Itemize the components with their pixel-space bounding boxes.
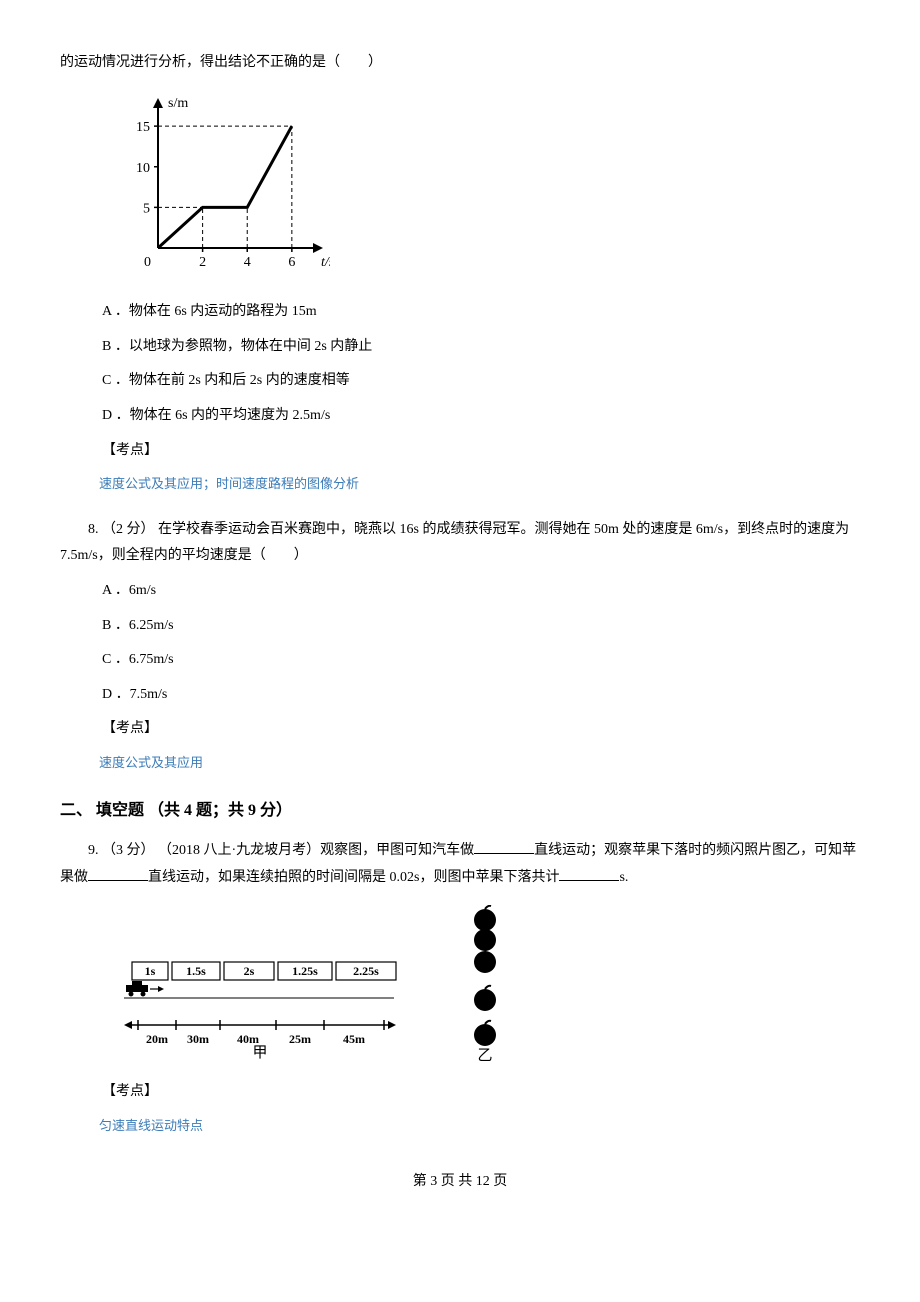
svg-text:20m: 20m (146, 1032, 168, 1046)
q9-stem-part-0: 9. （3 分） （2018 八上·九龙坡月考）观察图，甲图可知汽车做 (88, 843, 474, 858)
q9-stem-part-3: s. (619, 870, 628, 885)
svg-text:t/s: t/s (321, 255, 330, 270)
q8-option-c: C ．6.75m/s (102, 647, 860, 674)
q7-kaodian: 速度公式及其应用；时间速度路程的图像分析 (99, 472, 860, 497)
q8-option-d: D ．7.5m/s (102, 682, 860, 709)
svg-text:0: 0 (144, 255, 151, 270)
q8-option-a: A ．6m/s (102, 578, 860, 605)
svg-text:1s: 1s (145, 964, 156, 978)
svg-text:1.25s: 1.25s (292, 964, 318, 978)
q7-stem-continued: 的运动情况进行分析，得出结论不正确的是（ ） (60, 50, 860, 77)
q9-kaodian-label: 【考点】 (102, 1079, 860, 1106)
svg-text:2: 2 (199, 255, 206, 270)
q7-option-b: B ．以地球为参照物，物体在中间 2s 内静止 (102, 334, 860, 361)
section2-header: 二、 填空题 （共 4 题；共 9 分） (60, 796, 860, 826)
svg-text:4: 4 (244, 255, 251, 270)
svg-text:s/m: s/m (168, 96, 188, 111)
q8-kaodian-label: 【考点】 (102, 716, 860, 743)
svg-text:1.5s: 1.5s (186, 964, 206, 978)
q7-option-c: C ．物体在前 2s 内和后 2s 内的速度相等 (102, 368, 860, 395)
q9-blank-2[interactable] (88, 867, 148, 881)
q9-blank-3[interactable] (559, 867, 619, 881)
svg-text:5: 5 (143, 201, 150, 216)
svg-text:25m: 25m (289, 1032, 311, 1046)
q7-kaodian-label: 【考点】 (102, 438, 860, 465)
q9-kaodian: 匀速直线运动特点 (99, 1114, 860, 1139)
svg-text:2.25s: 2.25s (353, 964, 379, 978)
q9-stem: 9. （3 分） （2018 八上·九龙坡月考）观察图，甲图可知汽车做直线运动；… (60, 838, 860, 891)
svg-text:10: 10 (136, 160, 150, 175)
q8-option-b: B ．6.25m/s (102, 613, 860, 640)
q9-figure-row: 1s 1.5s 2s 1.25s 2.25s 20m 30m 40m 25m 45m 甲 乙 (110, 905, 860, 1065)
svg-text:45m: 45m (343, 1032, 365, 1046)
svg-text:6: 6 (288, 255, 295, 270)
svg-text:2s: 2s (244, 964, 255, 978)
svg-text:甲: 甲 (252, 1045, 267, 1061)
q8-kaodian: 速度公式及其应用 (99, 751, 860, 776)
q9-figure-yi: 乙 (460, 905, 510, 1065)
svg-text:乙: 乙 (477, 1048, 492, 1064)
q7-option-d: D ．物体在 6s 内的平均速度为 2.5m/s (102, 403, 860, 430)
q7-chart: 5 10 15 2 4 6 s/m t/s 0 (120, 93, 860, 284)
svg-text:40m: 40m (237, 1032, 259, 1046)
q9-stem-part-2: 直线运动，如果连续拍照的时间间隔是 0.02s，则图中苹果下落共计 (148, 870, 559, 885)
svg-text:30m: 30m (187, 1032, 209, 1046)
q8-stem: 8. （2 分） 在学校春季运动会百米赛跑中，晓燕以 16s 的成绩获得冠军。测… (60, 517, 860, 570)
page-footer: 第 3 页 共 12 页 (60, 1169, 860, 1196)
q9-figure-jia: 1s 1.5s 2s 1.25s 2.25s 20m 30m 40m 25m 45m 甲 (110, 955, 410, 1065)
q7-option-a: A ．物体在 6s 内运动的路程为 15m (102, 299, 860, 326)
q9-blank-1[interactable] (474, 840, 534, 854)
svg-text:15: 15 (136, 120, 150, 135)
